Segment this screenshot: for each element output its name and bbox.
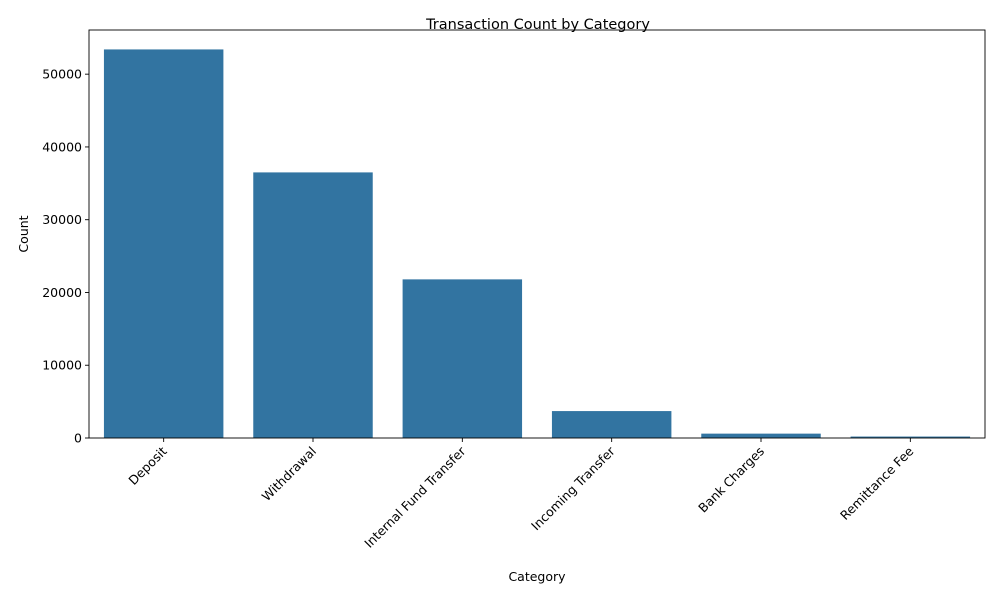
x-axis-label: Category (508, 569, 566, 584)
x-tick-label: Withdrawal (259, 444, 319, 504)
x-tick-label: Bank Charges (695, 444, 767, 516)
y-tick-label: 30000 (42, 212, 82, 227)
y-tick-label: 10000 (42, 358, 82, 373)
x-tick-label: Remittance Fee (837, 443, 917, 523)
bar-withdrawal (253, 172, 373, 438)
bars-group (103, 49, 971, 439)
x-tick-label: Incoming Transfer (528, 443, 618, 533)
y-axis: 0 10000 20000 30000 40000 50000 (42, 67, 89, 446)
y-tick-label: 40000 (42, 139, 82, 154)
bar-bank-charges (701, 433, 821, 438)
bar-deposit (103, 49, 224, 439)
plot-frame (88, 29, 986, 439)
y-axis-label: Count (16, 215, 31, 252)
y-tick-label: 50000 (42, 67, 82, 82)
bar-incoming-transfer (551, 411, 672, 438)
x-tick-label: Deposit (125, 443, 169, 487)
y-tick-label: 20000 (42, 285, 82, 300)
bar-remittance-fee (850, 436, 971, 438)
axes-spines (88, 29, 986, 439)
x-tick-label: Internal Fund Transfer (361, 443, 469, 551)
bar-internal-fund-transfer (402, 279, 523, 438)
chart-title: Transaction Count by Category (425, 17, 650, 33)
y-tick-label: 0 (74, 431, 82, 446)
x-axis: Deposit Withdrawal Internal Fund Transfer I… (125, 438, 917, 551)
plot-area: 0 10000 20000 30000 40000 50000 Deposit Withdr… (42, 29, 986, 551)
